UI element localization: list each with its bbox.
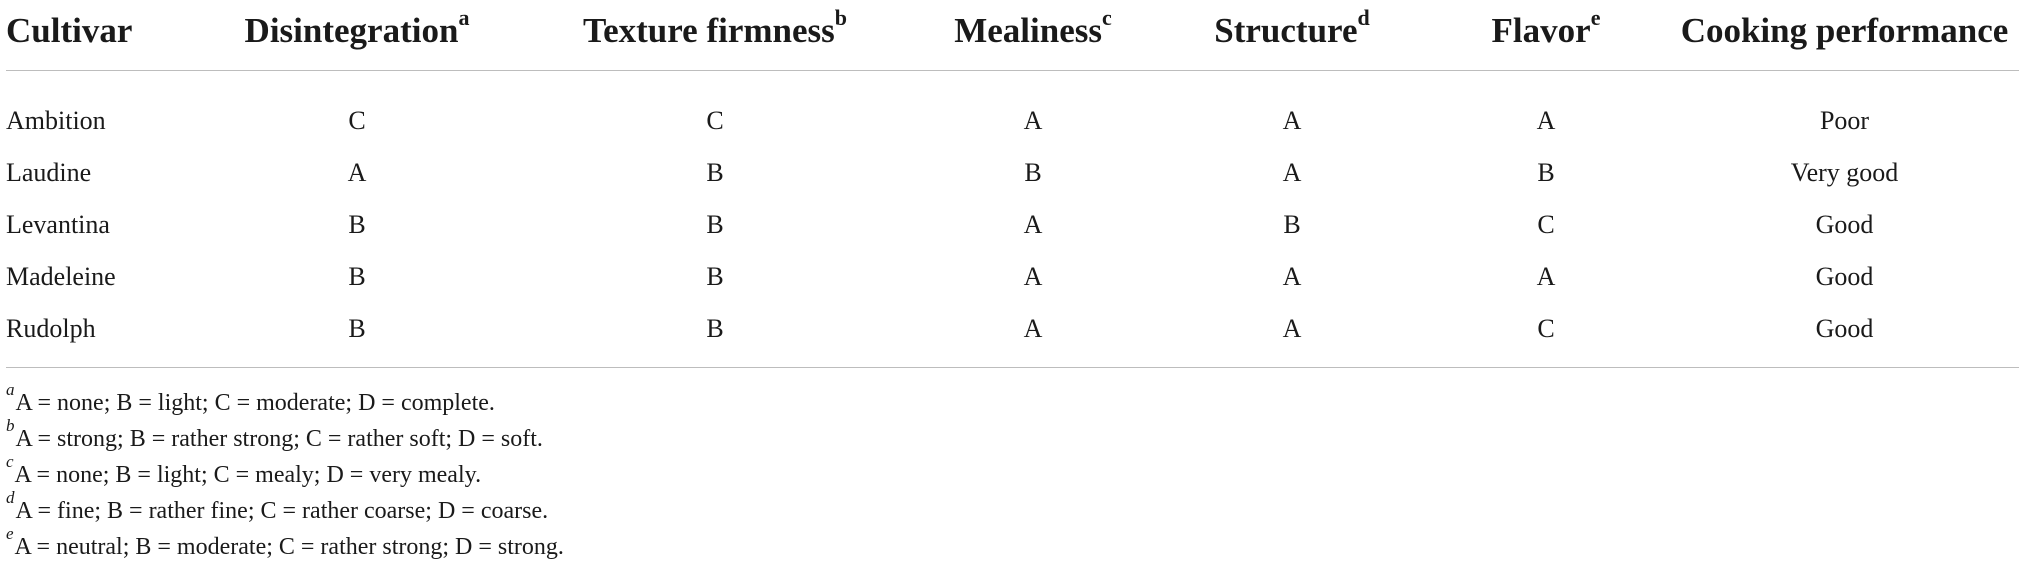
cell-flavor: C	[1537, 210, 1555, 239]
cell-flavor: A	[1536, 106, 1556, 135]
cell-disintegration: A	[347, 158, 367, 187]
cell-texture-firmness: C	[706, 106, 724, 135]
footnote-text: A = strong; B = rather strong; C = rathe…	[15, 426, 543, 452]
cell-disintegration: B	[348, 262, 366, 291]
table-row: Laudine A B B A B Very good	[6, 147, 2019, 199]
footnote-marker: e	[1590, 5, 1601, 31]
cell-cultivar: Ambition	[6, 106, 106, 135]
footnote-text: A = none; B = light; C = moderate; D = c…	[15, 390, 495, 416]
cell-disintegration: C	[348, 106, 366, 135]
cell-cultivar: Levantina	[6, 210, 110, 239]
table-row: Madeleine B B A A A Good	[6, 251, 2019, 303]
cell-mealiness: A	[1023, 262, 1043, 291]
table-footnotes: aA = none; B = light; C = moderate; D = …	[6, 378, 1206, 560]
footnote-marker: b	[834, 5, 848, 31]
footnote-a: aA = none; B = light; C = moderate; D = …	[6, 378, 1206, 416]
cell-structure: A	[1282, 158, 1302, 187]
cell-disintegration: B	[188, 303, 526, 368]
header-texture-firmness: Texture firmnessb	[526, 0, 904, 71]
footnote-mark: d	[6, 488, 15, 507]
footnote-marker: a	[458, 5, 470, 31]
footnote-mark: e	[6, 524, 14, 543]
footnote-e: eA = neutral; B = moderate; C = rather s…	[6, 522, 1206, 560]
cell-structure: A	[1162, 303, 1422, 368]
footnote-b: bA = strong; B = rather strong; C = rath…	[6, 414, 1206, 452]
header-mealiness: Mealinessc	[904, 0, 1162, 71]
cell-texture-firmness: B	[706, 262, 724, 291]
footnote-text: A = none; B = light; C = mealy; D = very…	[14, 462, 482, 488]
cultivar-table: Cultivar Disintegrationa Texture firmnes…	[6, 0, 2019, 368]
cell-structure: A	[1282, 106, 1302, 135]
cell-cooking-performance: Good	[1815, 210, 1874, 239]
cultivar-table-container: Cultivar Disintegrationa Texture firmnes…	[6, 0, 2019, 368]
table-row: Ambition C C A A A Poor	[6, 71, 2019, 148]
cell-flavor: A	[1536, 262, 1556, 291]
header-flavor: Flavore	[1422, 0, 1670, 71]
cell-structure: A	[1282, 262, 1302, 291]
footnote-d: dA = fine; B = rather fine; C = rather c…	[6, 486, 1206, 524]
cell-mealiness: A	[904, 303, 1162, 368]
cell-cultivar: Rudolph	[6, 303, 188, 368]
header-disintegration: Disintegrationa	[188, 0, 526, 71]
footnote-marker: d	[1357, 5, 1370, 31]
cell-cultivar: Laudine	[6, 158, 92, 187]
cell-mealiness: B	[1024, 158, 1042, 187]
cell-structure: B	[1283, 210, 1301, 239]
cell-mealiness: A	[1023, 106, 1043, 135]
cell-flavor: B	[1537, 158, 1555, 187]
footnote-mark: c	[6, 452, 14, 471]
cell-texture-firmness: B	[526, 303, 904, 368]
cell-cooking-performance: Very good	[1790, 158, 1899, 187]
cell-cooking-performance: Good	[1815, 262, 1874, 291]
table-header-row: Cultivar Disintegrationa Texture firmnes…	[6, 0, 2019, 71]
header-cultivar: Cultivar	[6, 0, 188, 71]
cell-flavor: C	[1422, 303, 1670, 368]
cell-texture-firmness: B	[706, 158, 724, 187]
footnote-mark: b	[6, 416, 15, 435]
table-row: Rudolph B B A A C Good	[6, 303, 2019, 368]
footnote-mark: a	[6, 380, 15, 399]
footnote-text: A = neutral; B = moderate; C = rather st…	[14, 534, 564, 560]
cell-texture-firmness: B	[706, 210, 724, 239]
cell-disintegration: B	[348, 210, 366, 239]
table-row: Levantina B B A B C Good	[6, 199, 2019, 251]
cell-cultivar: Madeleine	[6, 262, 116, 291]
header-cooking-performance: Cooking performance	[1670, 0, 2019, 71]
footnote-text: A = fine; B = rather fine; C = rather co…	[15, 498, 549, 524]
footnote-c: cA = none; B = light; C = mealy; D = ver…	[6, 450, 1206, 488]
cell-mealiness: A	[1023, 210, 1043, 239]
footnote-marker: c	[1102, 5, 1112, 31]
header-structure: Structured	[1162, 0, 1422, 71]
cell-cooking-performance: Poor	[1819, 106, 1870, 135]
cell-cooking-performance: Good	[1670, 303, 2019, 368]
